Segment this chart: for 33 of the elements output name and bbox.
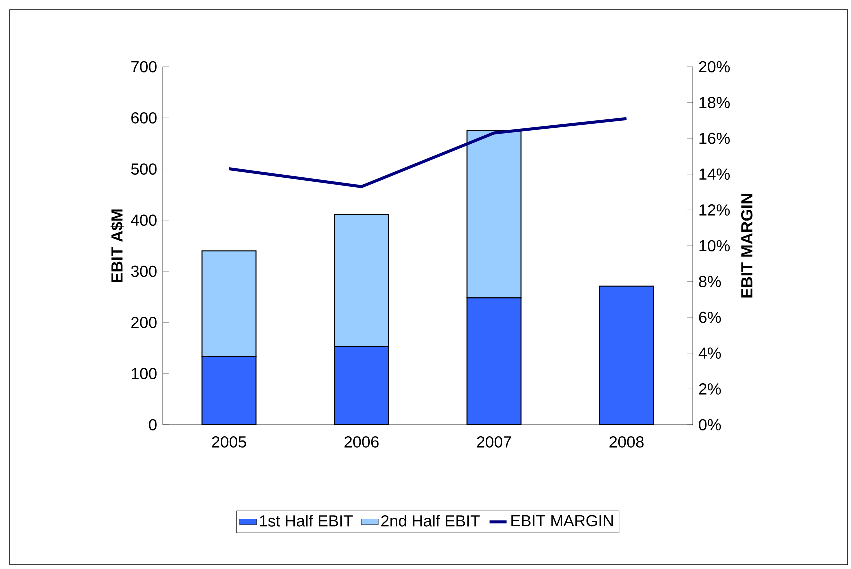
y2-tick-label: 4% <box>698 348 722 359</box>
y2-tick-label: 0% <box>699 419 722 431</box>
y2-tick-label: 20% <box>699 61 730 73</box>
legend-label: EBIT MARGIN <box>512 515 614 527</box>
bar <box>202 356 257 425</box>
y-tick-label: 300 <box>131 266 157 278</box>
x-tick-label: 2008 <box>610 436 644 448</box>
y-tick-label: 700 <box>132 61 157 73</box>
x-tick-label: 2005 <box>212 436 246 448</box>
legend-label: 1st Half EBIT <box>260 515 353 527</box>
y-tick-label: 200 <box>132 317 157 328</box>
y-tick-label: 600 <box>132 112 157 124</box>
y2-axis-title: EBIT MARGIN <box>741 194 753 298</box>
bar <box>466 298 522 425</box>
y-axis-title: EBIT A$M <box>110 210 124 282</box>
y2-tick-label: 16% <box>700 132 730 144</box>
x-tick-label: 2007 <box>477 436 512 448</box>
y-tick-label: 0 <box>149 419 157 431</box>
y2-tick-label: 12% <box>700 204 730 216</box>
y2-tick-label: 6% <box>699 312 722 324</box>
bar <box>334 346 390 425</box>
bar <box>599 286 654 425</box>
x-tick-label: 2006 <box>344 436 379 448</box>
y2-tick-label: 2% <box>699 384 722 395</box>
y-tick-label: 100 <box>132 368 157 380</box>
line-series <box>228 117 628 188</box>
y2-tick-label: 10% <box>700 240 730 252</box>
y-tick-label: 500 <box>131 164 157 175</box>
y-tick-label: 400 <box>131 214 157 226</box>
y2-tick-label: 18% <box>700 97 730 108</box>
legend-label: 2nd Half EBIT <box>382 515 480 527</box>
y2-tick-label: 8% <box>699 276 722 288</box>
y2-tick-label: 14% <box>700 168 730 180</box>
